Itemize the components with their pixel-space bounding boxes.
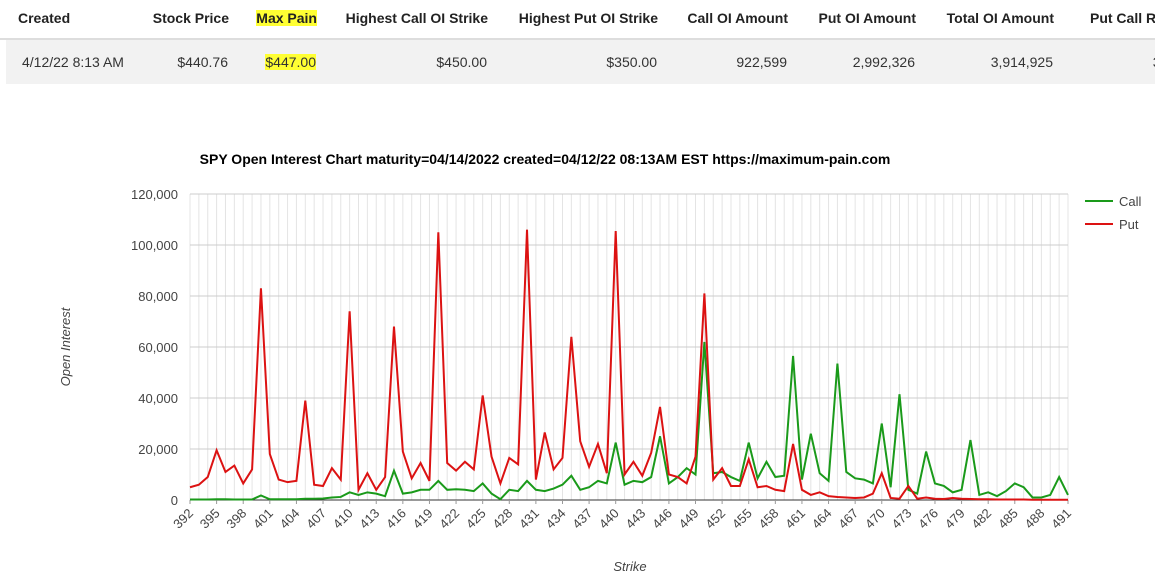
column-header: Put OI Amount [818, 10, 916, 26]
x-tick-label: 401 [250, 506, 276, 532]
x-tick-label: 446 [649, 506, 675, 532]
x-tick-label: 419 [410, 506, 436, 532]
x-tick-label: 449 [676, 506, 702, 532]
y-tick-label: 100,000 [131, 238, 178, 253]
x-tick-label: 425 [463, 506, 489, 532]
y-tick-label: 60,000 [138, 340, 178, 355]
x-tick-label: 491 [1048, 506, 1074, 532]
column-header: Total OI Amount [946, 10, 1054, 26]
x-tick-label: 476 [915, 506, 941, 532]
table-cell: 2,992,326 [852, 54, 915, 70]
legend-label: Put [1119, 217, 1139, 232]
x-tick-label: 413 [356, 506, 382, 532]
x-tick-label: 437 [569, 506, 595, 532]
x-tick-label: 482 [968, 506, 994, 532]
x-tick-label: 464 [809, 506, 835, 532]
x-tick-label: 458 [756, 506, 782, 532]
table-cell: $447.00 [265, 40, 316, 84]
x-tick-label: 434 [543, 506, 569, 532]
x-tick-label: 473 [889, 506, 915, 532]
x-tick-label: 479 [942, 506, 968, 532]
y-axis-title: Open Interest [58, 306, 73, 386]
table-cell: $450.00 [436, 54, 487, 70]
x-tick-label: 431 [516, 506, 542, 532]
table-cell: 3.24 [1153, 40, 1155, 84]
x-tick-label: 392 [170, 506, 196, 532]
highlighted-text: Max Pain [256, 10, 317, 26]
x-tick-label: 428 [489, 506, 515, 532]
table-cell: 3,914,925 [990, 54, 1053, 70]
x-tick-label: 452 [702, 506, 728, 532]
table-cell: 4/12/22 8:13 AM [22, 54, 124, 70]
x-tick-label: 488 [1022, 506, 1048, 532]
x-tick-label: 443 [622, 506, 648, 532]
column-header: Highest Call OI Strike [345, 10, 488, 26]
x-tick-label: 470 [862, 506, 888, 532]
column-header: Stock Price [152, 10, 229, 26]
chart-title: SPY Open Interest Chart maturity=04/14/2… [200, 151, 891, 167]
x-tick-label: 404 [277, 506, 303, 532]
y-tick-label: 80,000 [138, 289, 178, 304]
column-header: Highest Put OI Strike [518, 10, 658, 26]
x-tick-label: 455 [729, 506, 755, 532]
x-tick-label: 416 [383, 506, 409, 532]
column-header: Put Call Ratio [1089, 10, 1155, 26]
x-tick-label: 407 [303, 506, 329, 532]
y-tick-label: 120,000 [131, 187, 178, 202]
y-tick-label: 40,000 [138, 391, 178, 406]
y-tick-label: 0 [171, 493, 178, 508]
column-header: Created [18, 10, 71, 26]
x-tick-label: 461 [782, 506, 808, 532]
table-cell: $350.00 [606, 54, 657, 70]
x-tick-label: 398 [223, 506, 249, 532]
x-tick-label: 410 [330, 506, 356, 532]
y-tick-label: 20,000 [138, 442, 178, 457]
column-header: Call OI Amount [687, 10, 788, 26]
series-line [189, 229, 1068, 501]
series-line [190, 341, 1069, 501]
x-tick-label: 485 [995, 506, 1021, 532]
highlighted-text: $447.00 [265, 54, 316, 70]
legend-label: Call [1119, 194, 1142, 209]
table-cell: $440.76 [177, 54, 228, 70]
x-tick-label: 395 [197, 506, 223, 532]
x-axis-title: Strike [613, 559, 646, 574]
x-tick-label: 440 [596, 506, 622, 532]
column-header: Max Pain [256, 0, 317, 38]
header-border [0, 38, 1155, 40]
x-tick-label: 422 [436, 506, 462, 532]
table-cell: 922,599 [736, 54, 787, 70]
x-tick-label: 467 [835, 506, 861, 532]
row-background [6, 40, 1155, 84]
